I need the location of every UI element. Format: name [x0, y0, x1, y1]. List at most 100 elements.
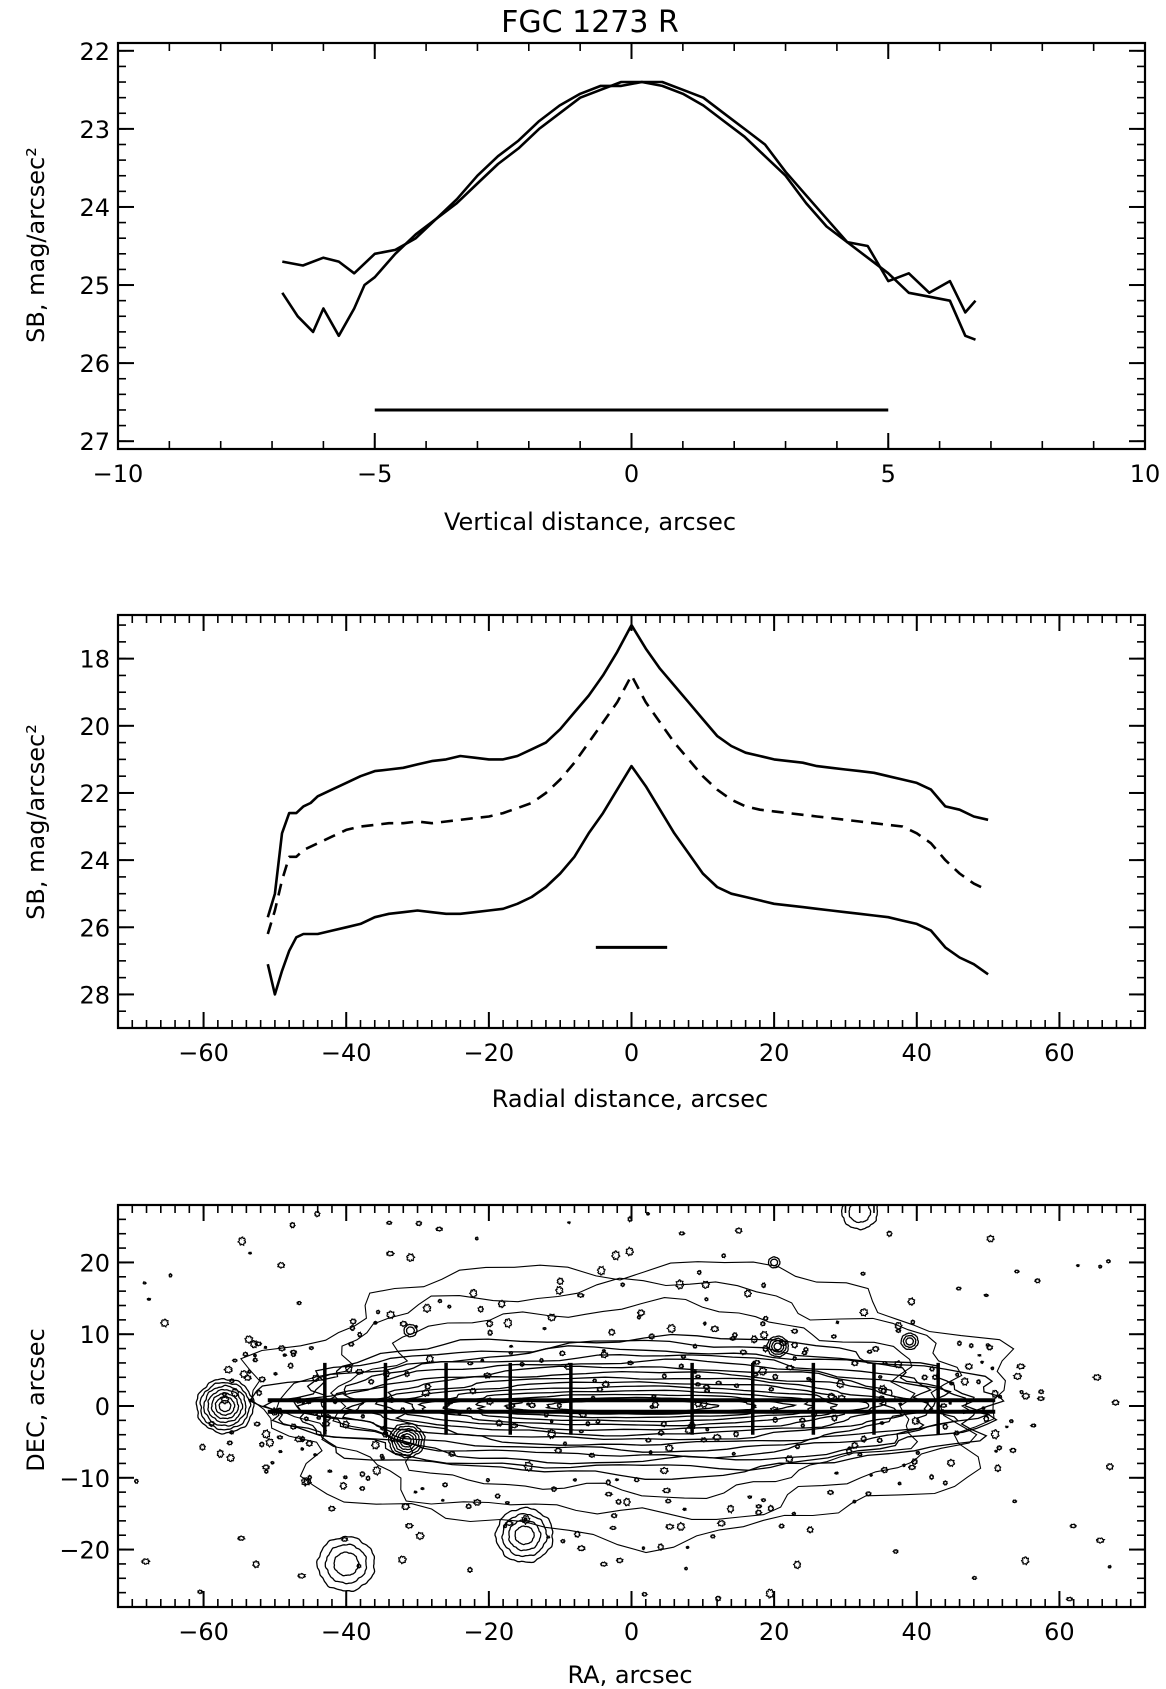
galaxy-isophote: [442, 1389, 815, 1423]
noise-contour: [1038, 1388, 1045, 1395]
noise-contour: [886, 1230, 893, 1238]
noise-contour: [648, 1333, 655, 1340]
noise-contour: [880, 1387, 887, 1395]
noise-contour: [785, 1364, 795, 1371]
noise-contour: [625, 1246, 635, 1257]
noise-contour: [255, 1389, 263, 1397]
galaxy-contours: [240, 1261, 1015, 1554]
noise-contour: [620, 1282, 626, 1288]
noise-contour: [1019, 1390, 1024, 1395]
noise-contour: [446, 1304, 452, 1309]
noise-contour: [244, 1335, 254, 1345]
noise-contour: [733, 1430, 739, 1438]
noise-contour: [1105, 1462, 1114, 1471]
noise-contour: [892, 1549, 899, 1555]
noise-contour: [1008, 1418, 1015, 1424]
noise-contour: [921, 1374, 929, 1381]
noise-contour: [576, 1292, 585, 1298]
noise-contour: [356, 1331, 363, 1338]
noise-contour: [277, 1345, 287, 1352]
noise-contour: [305, 1439, 314, 1447]
noise-contour: [1107, 1564, 1112, 1569]
noise-contour: [555, 1285, 564, 1295]
noise-contour: [247, 1369, 252, 1375]
noise-contour: [626, 1360, 635, 1366]
noise-contour: [856, 1452, 863, 1457]
noise-contour: [372, 1465, 382, 1477]
noise-contour: [1065, 1596, 1074, 1602]
noise-contour: [794, 1442, 801, 1450]
noise-contour: [768, 1386, 775, 1392]
noise-contour: [576, 1544, 586, 1552]
noise-contour: [981, 1405, 986, 1410]
noise-contour: [665, 1523, 675, 1531]
noise-contour: [261, 1464, 271, 1471]
noise-contour: [239, 1369, 249, 1379]
noise-contour: [870, 1345, 880, 1353]
noise-contour: [435, 1226, 444, 1232]
noise-contour: [403, 1371, 411, 1378]
star-isophote: [768, 1337, 787, 1355]
noise-contour: [877, 1374, 883, 1380]
x-tick-label: 40: [902, 1618, 933, 1646]
noise-contour: [960, 1377, 970, 1387]
x-tick-label: 60: [1044, 1618, 1075, 1646]
noise-contour: [359, 1471, 366, 1478]
noise-contour: [342, 1420, 351, 1429]
panel3-xlabel: RA, arcsec: [567, 1661, 692, 1689]
profile-cuts: [323, 1362, 940, 1435]
noise-contour: [743, 1289, 752, 1298]
y-tick-label: 20: [79, 713, 110, 741]
noise-contour: [762, 1345, 770, 1353]
star-isophote: [767, 1256, 781, 1269]
noise-contour: [1111, 1399, 1120, 1406]
noise-contour: [469, 1387, 477, 1395]
noise-contour: [261, 1429, 271, 1439]
noise-contour: [142, 1280, 147, 1285]
x-tick-label: 0: [624, 1039, 639, 1067]
noise-contour: [826, 1489, 835, 1496]
noise-contour: [956, 1340, 963, 1347]
noise-contour: [265, 1438, 275, 1448]
noise-contour: [1029, 1423, 1037, 1428]
noise-contour: [739, 1349, 748, 1356]
noise-contour: [755, 1509, 763, 1516]
noise-contour: [276, 1434, 284, 1440]
noise-contour: [704, 1427, 710, 1432]
noise-contour: [468, 1288, 478, 1299]
noise-contour: [229, 1378, 235, 1384]
noise-contour: [757, 1366, 768, 1376]
noise-contour: [252, 1560, 261, 1569]
noise-contour: [282, 1353, 288, 1358]
noise-contour: [504, 1520, 515, 1527]
galaxy-isophote: [417, 1385, 839, 1427]
noise-contour: [993, 1449, 999, 1453]
noise-contour: [733, 1383, 740, 1389]
noise-contour: [1097, 1264, 1103, 1270]
noise-contour: [562, 1441, 568, 1447]
noise-contour: [657, 1543, 665, 1552]
noise-contour: [216, 1448, 225, 1459]
noise-contour: [710, 1534, 716, 1539]
noise-contour: [479, 1358, 485, 1363]
noise-contour: [249, 1340, 258, 1349]
noise-contour: [553, 1447, 563, 1454]
noise-contour: [611, 1250, 621, 1261]
noise-contour: [311, 1374, 320, 1383]
noise-contour: [859, 1308, 869, 1318]
noise-contour: [834, 1319, 840, 1325]
noise-contour: [258, 1376, 267, 1383]
noise-contour: [990, 1429, 1000, 1440]
noise-contour: [954, 1372, 960, 1378]
noise-contour: [879, 1421, 885, 1426]
noise-contour: [349, 1318, 357, 1326]
noise-contour: [845, 1447, 853, 1456]
noise-contour: [894, 1321, 903, 1331]
noise-contour: [356, 1563, 362, 1570]
noise-contour: [525, 1402, 531, 1406]
panel2-xlabel: Radial distance, arcsec: [492, 1085, 768, 1113]
noise-contour: [975, 1379, 981, 1385]
x-tick-label: 40: [902, 1039, 933, 1067]
noise-contour: [349, 1324, 356, 1332]
noise-contour: [692, 1343, 698, 1349]
